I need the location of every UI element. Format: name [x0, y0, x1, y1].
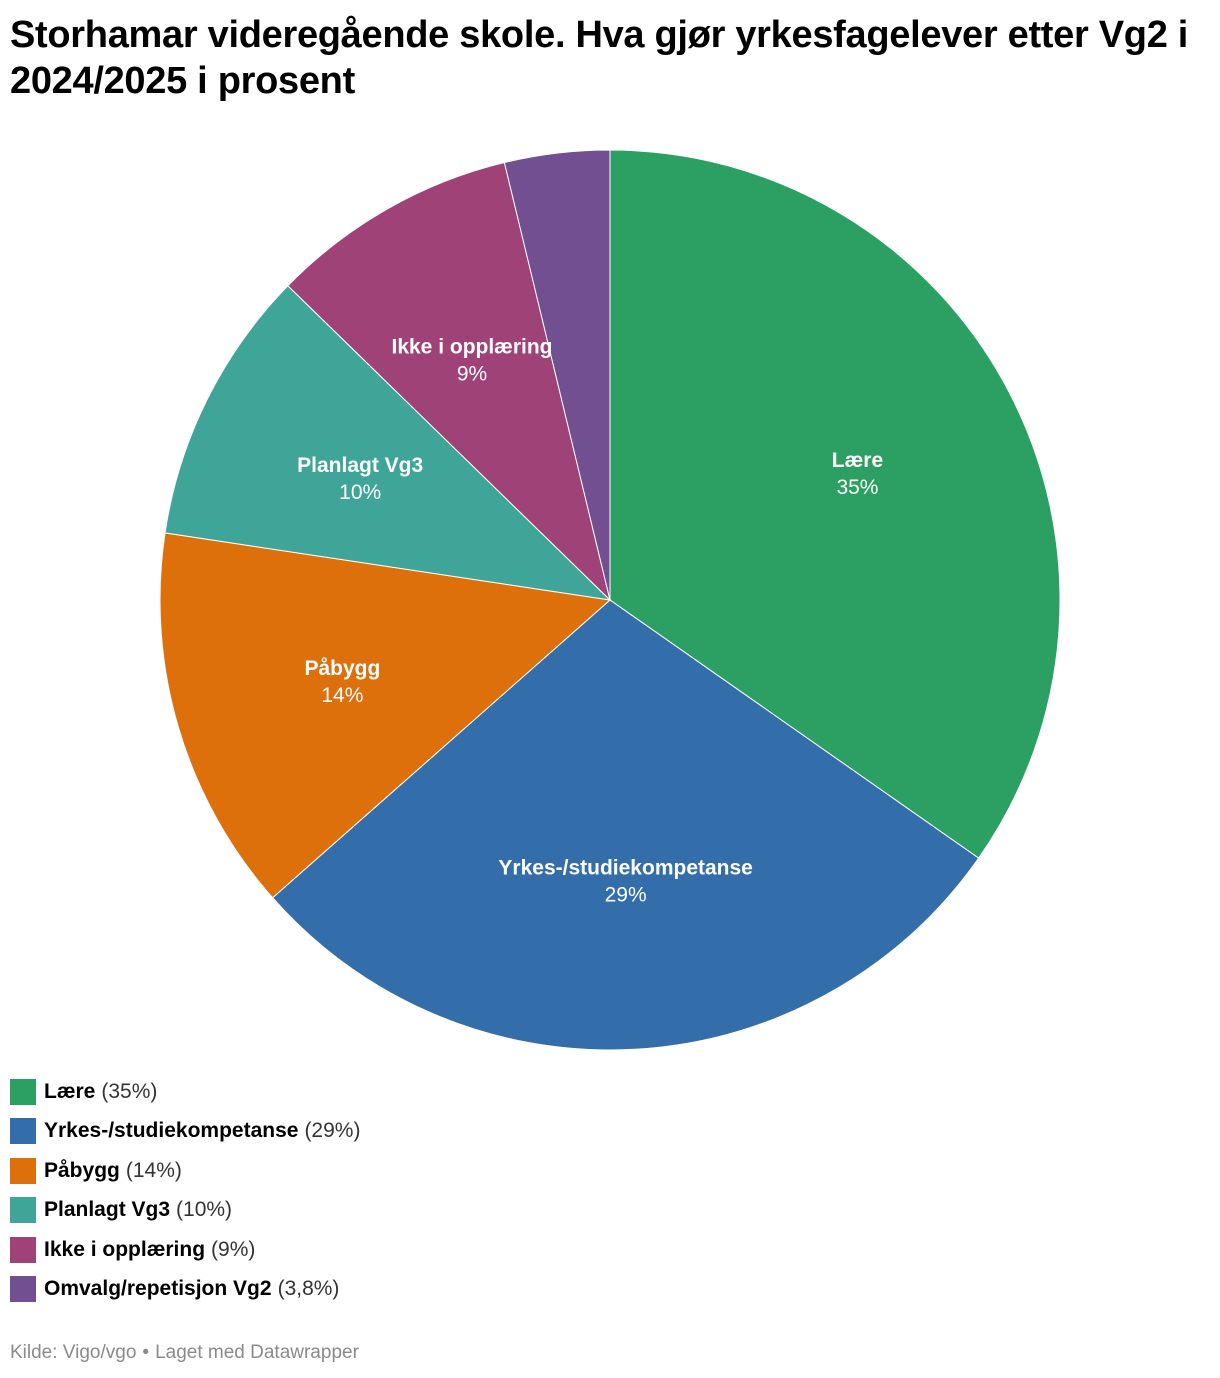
legend-swatch [10, 1118, 36, 1145]
pie-slice-omvalg-repetisjon-vg2 [503, 149, 611, 601]
legend-item-yrkes-studiekompetanse: Yrkes-/studiekompetanse (29%) [10, 1112, 810, 1152]
legend-item-omvalg-repetisjon-vg2: Omvalg/repetisjon Vg2 (3,8%) [10, 1270, 810, 1310]
slice-label-yrkes-studiekompetanse: Yrkes-/studiekompetanse [498, 857, 752, 880]
legend-label: Påbygg [44, 1158, 120, 1182]
slice-value-yrkes-studiekompetanse: 29% [605, 884, 647, 907]
slice-value-pabygg: 14% [321, 684, 363, 707]
legend-item-ikke-i-oppl-ring: Ikke i opplæring (9%) [10, 1230, 810, 1270]
legend-value: (10%) [176, 1198, 233, 1222]
legend-label: Lære [44, 1079, 96, 1103]
slice-label-planlagt-vg3: Planlagt Vg3 [297, 454, 423, 477]
slice-label-ikke-i-oppl-ring: Ikke i opplæring [391, 336, 552, 359]
legend-swatch [10, 1276, 36, 1303]
slice-value-planlagt-vg3: 10% [339, 481, 381, 504]
chart-legend: Lære (35%) Yrkes-/studiekompetanse (29%) Påb… [10, 1072, 810, 1309]
legend-swatch [10, 1157, 36, 1184]
legend-item-pabygg: Påbygg (14%) [10, 1151, 810, 1191]
slice-value-ikke-i-oppl-ring: 9% [457, 363, 487, 386]
pie-slice-yrkes-studiekompetanse [271, 599, 980, 1051]
slice-label-pabygg: Påbygg [304, 657, 380, 680]
credit-link[interactable]: Laget med Datawrapper [155, 1342, 359, 1363]
pie-slice-planlagt-vg3 [164, 285, 612, 601]
legend-value: (14%) [125, 1158, 182, 1182]
legend-label: Omvalg/repetisjon Vg2 [44, 1277, 272, 1301]
legend-label: Planlagt Vg3 [44, 1198, 171, 1222]
legend-label: Yrkes-/studiekompetanse [44, 1119, 299, 1143]
legend-swatch [10, 1236, 36, 1263]
pie-slice-l-re [609, 149, 1061, 859]
chart-title: Storhamar videregående skole. Hva gjør y… [10, 14, 1189, 102]
legend-item-l-re: Lære (35%) [10, 1072, 810, 1112]
legend-swatch [10, 1078, 36, 1105]
legend-value: (3,8%) [277, 1277, 340, 1301]
legend-label: Ikke i opplæring [44, 1237, 206, 1261]
pie-slice-ikke-i-oppl-ring [287, 161, 611, 602]
pie-slice-pabygg [159, 532, 612, 899]
slice-label-l-re: Lære [832, 449, 883, 472]
chart-footer: Kilde: Vigo/vgo • Laget med Datawrapper [10, 1342, 359, 1364]
legend-value: (35%) [101, 1079, 158, 1103]
footer-separator: • [142, 1342, 150, 1363]
legend-value: (9%) [211, 1237, 256, 1261]
legend-value: (29%) [304, 1119, 361, 1143]
pie-chart-svg: Lære 35% Yrkes-/studiekompetanse 29% Påbygg 1… [159, 149, 1061, 1051]
slice-value-l-re: 35% [836, 476, 878, 499]
legend-item-planlagt-vg3: Planlagt Vg3 (10%) [10, 1191, 810, 1231]
pie-chart: Lære 35% Yrkes-/studiekompetanse 29% Påbygg 1… [0, 130, 1220, 1070]
source-note: Kilde: Vigo/vgo [10, 1342, 137, 1363]
legend-swatch [10, 1197, 36, 1224]
